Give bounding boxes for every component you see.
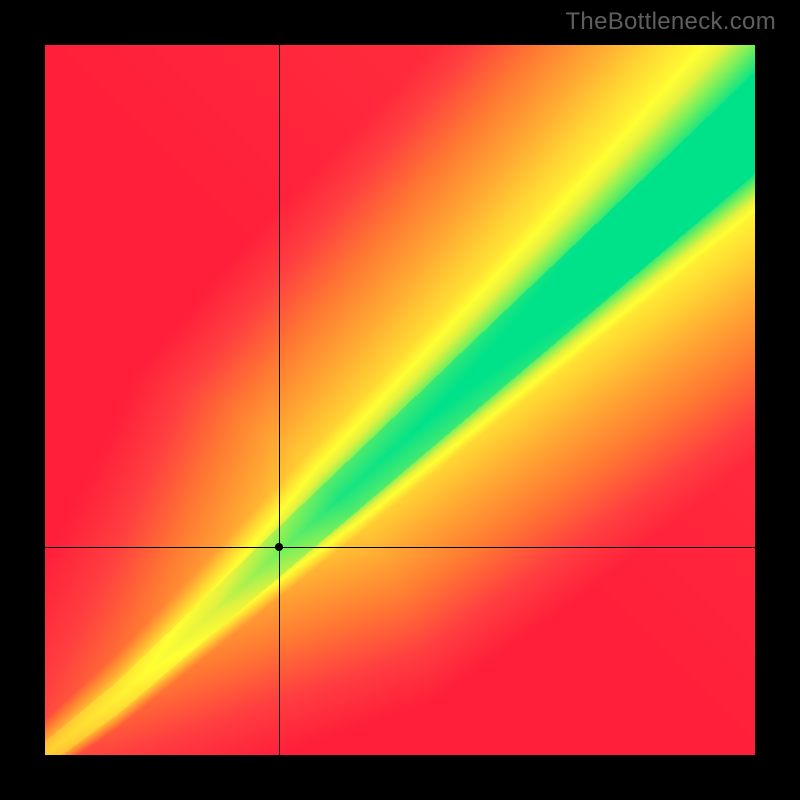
crosshair-vertical [279,45,280,755]
crosshair-horizontal [45,547,755,548]
heatmap-canvas [45,45,755,755]
crosshair-marker [275,543,283,551]
watermark-text: TheBottleneck.com [565,8,776,36]
heatmap-plot [45,45,755,755]
